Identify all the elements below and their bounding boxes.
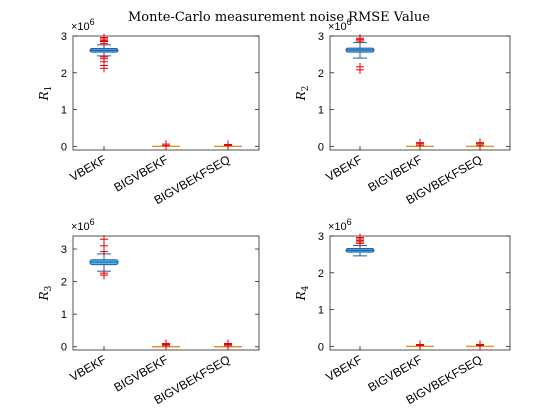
y-tick-label: 0	[61, 141, 67, 153]
box-vbekf	[89, 33, 119, 73]
box-bigvbekfseq	[466, 138, 494, 150]
box-bigvbekf	[406, 340, 434, 350]
y-axis-label: R1	[37, 86, 54, 102]
outlier-marker	[100, 235, 108, 244]
box-vbekf	[89, 235, 119, 280]
y-exponent-power: 6	[347, 217, 352, 227]
axes-frame	[72, 235, 260, 351]
box-vbekf	[345, 34, 375, 74]
box-bigvbekf	[406, 138, 434, 150]
y-tick-label: 2	[61, 68, 67, 80]
outlier-marker	[224, 339, 232, 348]
y-tick-label: 3	[61, 31, 67, 43]
y-tick-label: 3	[318, 231, 324, 243]
y-axis-label-subscript: 2	[301, 86, 311, 92]
outlier-marker	[356, 34, 364, 43]
box-bigvbekf	[152, 339, 180, 350]
outlier-marker	[356, 233, 364, 242]
outlier-marker	[224, 140, 232, 149]
y-exponent-label: ×106	[71, 17, 95, 33]
y-tick-label: 1	[318, 305, 324, 317]
y-tick-label: 2	[61, 277, 67, 289]
outlier-marker	[356, 62, 364, 71]
outlier-marker	[100, 52, 108, 61]
y-tick-label: 0	[318, 141, 324, 153]
y-tick-label: 3	[318, 31, 324, 43]
axes-frame	[329, 35, 511, 151]
y-tick-label: 2	[318, 68, 324, 80]
y-exponent-label: ×106	[71, 217, 95, 233]
figure-title: Monte-Carlo measurement noise RMSE Value	[128, 10, 430, 25]
box-bigvbekfseq	[214, 140, 242, 150]
x-tick-label: VBEKF	[67, 352, 108, 384]
outlier-marker	[476, 138, 484, 147]
y-exponent-power: 6	[90, 17, 95, 27]
y-tick-label: 2	[318, 268, 324, 280]
outlier-marker	[100, 33, 108, 42]
outlier-marker	[162, 339, 170, 348]
outlier-marker	[416, 138, 424, 147]
y-exponent-label: ×106	[328, 217, 352, 233]
x-tick-label: VBEKF	[67, 152, 108, 184]
y-tick-label: 0	[61, 342, 67, 354]
outlier-marker	[100, 269, 108, 278]
y-exponent-power: 6	[90, 217, 95, 227]
outlier-marker	[162, 140, 170, 149]
outlier-marker	[476, 340, 484, 349]
y-tick-label: 3	[61, 244, 67, 256]
box-bigvbekfseq	[214, 339, 242, 350]
box-bigvbekfseq	[466, 340, 494, 350]
y-exponent-label: ×106	[328, 17, 352, 33]
y-tick-label: 1	[318, 105, 324, 117]
y-exponent-power: 6	[347, 17, 352, 27]
x-tick-label: VBEKF	[323, 152, 364, 184]
outlier-marker	[416, 340, 424, 349]
axes-frame	[72, 35, 260, 151]
box-vbekf	[345, 233, 375, 257]
y-tick-label: 1	[61, 105, 67, 117]
y-tick-label: 1	[61, 309, 67, 321]
y-axis-label-subscript: 4	[301, 285, 311, 291]
x-tick-label: VBEKF	[323, 352, 364, 384]
y-tick-label: 0	[318, 341, 324, 353]
y-axis-label: R3	[37, 285, 54, 301]
y-axis-label: R4	[294, 285, 311, 301]
y-axis-label: R2	[294, 86, 311, 102]
axes-frame	[329, 235, 511, 351]
box-bigvbekf	[152, 140, 180, 150]
y-axis-label-subscript: 3	[44, 285, 54, 291]
y-axis-label-subscript: 1	[44, 86, 54, 92]
